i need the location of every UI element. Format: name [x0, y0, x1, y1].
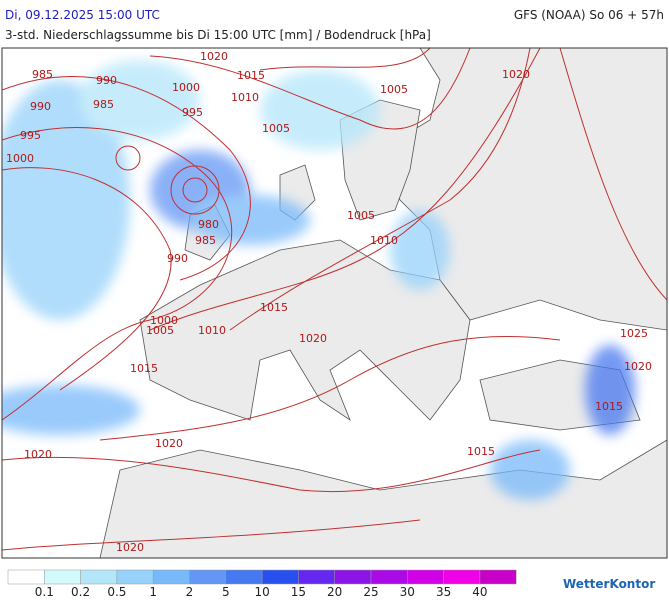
isobar-label: 1020 [116, 541, 144, 554]
legend-label: 20 [327, 585, 342, 599]
legend-swatch [152, 569, 190, 585]
isobar-label: 1015 [595, 400, 623, 413]
isobar-label: 1020 [502, 68, 530, 81]
isobar-label: 985 [93, 98, 114, 111]
isobar-labels: 985 990 990 985 995 1000 1000 995 1020 1015 1010 10… [6, 50, 652, 554]
isobars [2, 48, 667, 551]
legend-label: 5 [222, 585, 230, 599]
legend-label: 10 [254, 585, 269, 599]
isobar-label: 1005 [380, 83, 408, 96]
isobar-label: 990 [167, 252, 188, 265]
isobar-label: 985 [32, 68, 53, 81]
isobar-label: 1000 [150, 314, 178, 327]
isobar-label: 1010 [231, 91, 259, 104]
legend-label: 0.2 [71, 585, 90, 599]
isobar-label: 1005 [347, 209, 375, 222]
isobar-label: 1020 [299, 332, 327, 345]
logo: WetterKontor [563, 577, 655, 591]
isobar-label: 1015 [237, 69, 265, 82]
isobar-label: 990 [96, 74, 117, 87]
legend-swatch [298, 569, 335, 585]
isobar-label: 995 [20, 129, 41, 142]
legend-swatch [261, 569, 299, 585]
isobar-label: 1005 [146, 324, 174, 337]
legend-swatch [407, 569, 444, 585]
isobar-label: 985 [195, 234, 216, 247]
legend-swatch [7, 569, 45, 585]
legend-swatch [80, 569, 118, 585]
isobar-label: 1020 [624, 360, 652, 373]
legend-swatch [189, 569, 227, 585]
legend-label: 2 [186, 585, 194, 599]
map-frame [1, 47, 668, 559]
legend-swatch [443, 569, 481, 585]
legend-swatch [225, 569, 263, 585]
isobar-label: 1010 [198, 324, 226, 337]
isobar-label: 1020 [155, 437, 183, 450]
isobar-label: 990 [30, 100, 51, 113]
isobar-label: 1000 [6, 152, 34, 165]
precipitation [2, 60, 635, 500]
legend-label: 25 [363, 585, 378, 599]
legend-swatch [116, 569, 154, 585]
legend-swatch [370, 569, 408, 585]
legend-label: 1 [149, 585, 157, 599]
isobar-label: 1005 [262, 122, 290, 135]
legend-label: 0.1 [35, 585, 54, 599]
isobar-label: 1010 [370, 234, 398, 247]
legend-label: 40 [472, 585, 487, 599]
legend-label: 0.5 [107, 585, 126, 599]
isobar-label: 1020 [24, 448, 52, 461]
isobar-label: 1000 [172, 81, 200, 94]
isobar-label: 1015 [467, 445, 495, 458]
isobar-label: 995 [182, 106, 203, 119]
date: Di, 09.12.2025 15:00 UTC [5, 8, 160, 22]
legend-swatch [479, 569, 517, 585]
legend-swatch [44, 569, 81, 585]
isobar-label: 1015 [260, 301, 288, 314]
isobar-label: 1020 [200, 50, 228, 63]
isobar-label: 1025 [620, 327, 648, 340]
isobar-label: 1015 [130, 362, 158, 375]
legend-label: 35 [436, 585, 451, 599]
legend-swatch [334, 569, 372, 585]
map: 985 990 990 985 995 1000 1000 995 1020 1015 1010 10… [2, 48, 667, 558]
isobar-label: 980 [198, 218, 219, 231]
legend-label: 30 [400, 585, 415, 599]
legend-label: 15 [291, 585, 306, 599]
subtitle: 3-std. Niederschlagssumme bis Di 15:00 U… [5, 28, 431, 42]
legend: 0.1 0.2 0.5 1 2 5 10 15 20 25 30 35 40 [7, 569, 517, 599]
model: GFS (NOAA) So 06 + 57h [514, 8, 664, 22]
